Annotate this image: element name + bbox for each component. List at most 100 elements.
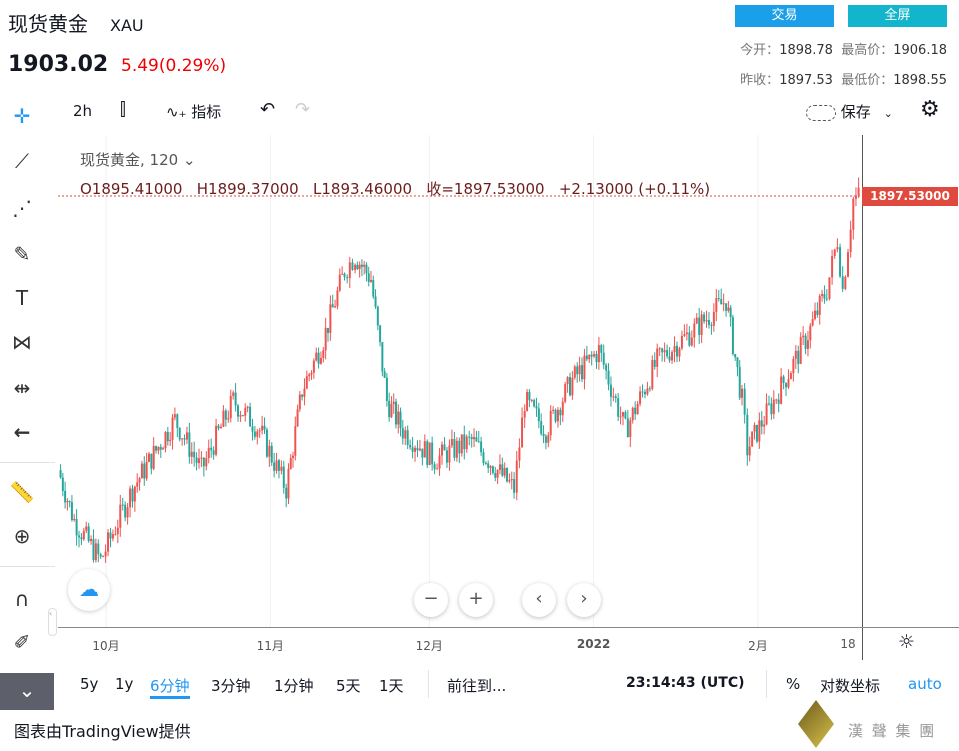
candle-up <box>799 337 802 364</box>
candle-down <box>717 298 720 300</box>
candle-up <box>685 332 688 335</box>
candle-type-icon[interactable]: ⫿ <box>120 99 126 120</box>
candle-up <box>663 350 666 353</box>
candle-up <box>190 451 193 457</box>
pattern-icon[interactable]: ⋈ <box>12 330 32 354</box>
candle-down <box>64 490 67 503</box>
candle-down <box>195 457 198 464</box>
candle-up <box>222 410 225 427</box>
range-6分钟[interactable]: 6分钟 <box>150 675 190 699</box>
candle-up <box>232 392 235 396</box>
save-button[interactable]: 保存 ⌄ <box>806 101 893 122</box>
axis-settings-icon[interactable]: ☼ <box>898 631 916 653</box>
text-icon[interactable]: T <box>15 286 29 310</box>
candle-up <box>296 409 299 427</box>
candle-up <box>390 404 393 418</box>
candle-up <box>526 391 529 411</box>
redo-icon[interactable]: ↷ <box>295 99 311 120</box>
candle-up <box>289 458 292 469</box>
zoom-in-icon[interactable]: ⊕ <box>13 524 31 548</box>
candle-down <box>367 273 370 282</box>
range-5y[interactable]: 5y <box>80 675 99 693</box>
settings-gear-icon[interactable]: ⚙ <box>920 97 940 122</box>
collapse-handle[interactable]: ‹ <box>48 608 57 636</box>
trade-button[interactable]: 交易 <box>735 5 834 27</box>
scroll-right-button[interactable]: › <box>567 583 601 617</box>
candle-down <box>605 364 608 371</box>
range-1y[interactable]: 1y <box>115 675 134 693</box>
lock-drawing-icon[interactable]: ✐ <box>13 630 31 654</box>
zoom-out-button[interactable]: − <box>414 583 448 617</box>
candle-down <box>70 502 73 520</box>
range-1分钟[interactable]: 1分钟 <box>274 677 314 695</box>
chevron-down-icon: ⌄ <box>182 151 196 169</box>
range-1天[interactable]: 1天 <box>379 677 404 695</box>
candle-up <box>818 296 821 315</box>
candle-up <box>298 394 301 410</box>
indicators-button[interactable]: ∿₊ 指标 <box>166 103 222 121</box>
candle-down <box>409 445 412 448</box>
candle-down <box>568 377 571 396</box>
prediction-icon[interactable]: ⇹ <box>13 376 31 400</box>
range-3分钟[interactable]: 3分钟 <box>211 677 251 695</box>
candle-up <box>671 352 674 361</box>
candle-down <box>273 462 276 471</box>
candle-up <box>814 310 817 320</box>
candle-down <box>470 436 473 440</box>
zoom-in-button[interactable]: + <box>459 583 493 617</box>
auto-scale-toggle[interactable]: auto <box>908 675 942 693</box>
candle-up <box>338 274 341 291</box>
candle-down <box>760 420 763 427</box>
percent-scale-toggle[interactable]: % <box>786 675 801 693</box>
crosshair-icon[interactable]: ✛ <box>13 104 31 128</box>
candle-up <box>758 420 761 442</box>
candle-down <box>738 367 741 398</box>
candle-down <box>641 391 644 393</box>
candle-up <box>821 294 824 297</box>
candle-up <box>104 551 107 557</box>
candle-down <box>675 345 678 357</box>
candle-up <box>503 467 506 476</box>
log-scale-toggle[interactable]: 对数坐标 <box>820 677 881 695</box>
candle-up <box>334 306 337 308</box>
price-chart[interactable] <box>58 135 862 627</box>
candle-down <box>624 412 627 419</box>
back-arrow-icon[interactable]: ← <box>13 420 31 444</box>
candle-down <box>433 464 436 470</box>
candle-down <box>416 447 419 451</box>
chart-legend-ohlc: O1895.41000 H1899.37000 L1893.46000 收=18… <box>80 180 711 198</box>
undo-icon[interactable]: ↶ <box>260 99 276 120</box>
candle-down <box>59 470 62 478</box>
candle-up <box>418 448 421 451</box>
candle-up <box>292 455 295 459</box>
tradingview-credit[interactable]: 图表由TradingView提供 <box>14 722 191 741</box>
interval-button[interactable]: 2h <box>73 102 93 120</box>
candle-down <box>270 445 273 463</box>
candle-down <box>331 304 334 308</box>
range-5天[interactable]: 5天 <box>336 677 361 695</box>
candle-up <box>636 403 639 415</box>
fullscreen-button[interactable]: 全屏 <box>848 5 947 27</box>
magnet-icon[interactable]: ∩ <box>14 587 30 611</box>
tradingview-logo-icon[interactable]: ☁ <box>68 569 110 611</box>
brush-icon[interactable]: ✎ <box>13 242 31 266</box>
candle-down <box>356 264 359 269</box>
candle-down <box>823 294 826 299</box>
candle-up <box>833 249 836 257</box>
goto-date-button[interactable]: 前往到... <box>447 677 507 695</box>
fib-icon[interactable]: ⋰ <box>12 196 32 220</box>
candle-down <box>825 298 828 300</box>
candle-up <box>780 376 783 404</box>
candle-down <box>99 554 102 557</box>
candle-up <box>573 366 576 378</box>
trendline-icon[interactable]: ⟋ <box>15 149 29 173</box>
candle-up <box>792 358 795 374</box>
candle-up <box>556 409 559 422</box>
candle-up <box>169 439 172 442</box>
candle-down <box>159 446 162 450</box>
hide-toolbar-button[interactable]: ⌄ <box>0 673 54 710</box>
candle-down <box>585 355 588 360</box>
scroll-left-button[interactable]: ‹ <box>522 583 556 617</box>
candle-up <box>162 448 165 450</box>
ruler-icon[interactable]: 📏 <box>9 480 35 504</box>
